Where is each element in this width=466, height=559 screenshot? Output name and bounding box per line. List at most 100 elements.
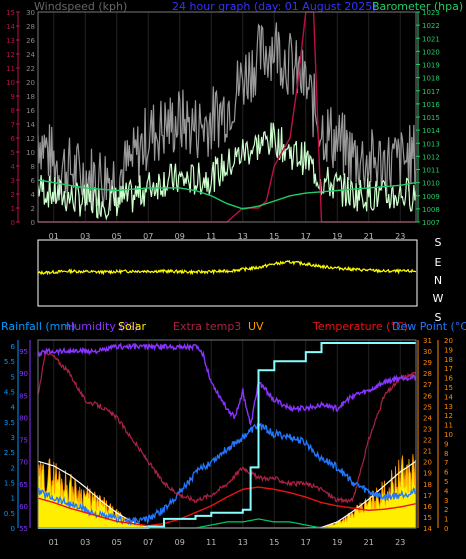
outer-scale-tick: 0 xyxy=(11,219,15,227)
humidity-tick: 65 xyxy=(19,481,28,489)
direction-label: S xyxy=(435,236,442,249)
temperature-tick: 15 xyxy=(423,514,432,522)
rain-tick: 6 xyxy=(11,343,16,351)
wind-x-tick: 19 xyxy=(332,232,342,241)
rain-tick: 3.5 xyxy=(4,419,15,427)
wind-axis-label: Windspeed (kph) xyxy=(34,0,127,13)
wind-speed-tick: 30 xyxy=(26,9,35,17)
outer-scale-tick: 11 xyxy=(6,65,15,73)
climate-plot-frame xyxy=(37,339,417,529)
uv-label: UV xyxy=(248,320,264,333)
barometer-tick: 1011 xyxy=(422,167,440,175)
wind-speed-tick: 28 xyxy=(26,23,35,31)
dewpoint-tick: 1 xyxy=(444,516,448,524)
barometer-tick: 1007 xyxy=(422,219,440,227)
outer-scale-tick: 5 xyxy=(11,149,15,157)
climate-x-tick: 07 xyxy=(143,538,153,547)
rain-tick: 3 xyxy=(11,434,15,442)
wind-x-tick: 11 xyxy=(206,232,216,241)
climate-x-tick: 13 xyxy=(238,538,248,547)
climate-x-tick: 09 xyxy=(175,538,185,547)
climate-x-tick: 03 xyxy=(80,538,90,547)
wind-average-line xyxy=(37,122,417,221)
dewpoint-tick: 11 xyxy=(444,422,453,430)
rain-total-line xyxy=(38,342,416,529)
wind-chart-title: 24 hour graph (day: 01 August 2025) xyxy=(172,0,377,13)
outer-scale-tick: 6 xyxy=(11,135,16,143)
dewpoint-tick: 15 xyxy=(444,384,453,392)
wind-speed-tick: 26 xyxy=(26,37,35,45)
direction-label: E xyxy=(435,256,442,269)
temperature-tick: 21 xyxy=(423,448,432,456)
wind-x-tick: 13 xyxy=(238,232,248,241)
climate-chart: Rainfall (mm) Humidity (%) Solar Extra t… xyxy=(1,320,466,547)
dewpoint-tick: 16 xyxy=(444,375,453,383)
barometer-tick: 1017 xyxy=(422,88,440,96)
climate-x-tick: 01 xyxy=(49,538,59,547)
solar-label: Solar xyxy=(118,320,147,333)
temperature-tick: 22 xyxy=(423,437,432,445)
outer-scale-tick: 14 xyxy=(6,23,15,31)
temperature-tick: 27 xyxy=(423,381,432,389)
outer-scale-tick: 1 xyxy=(11,205,15,213)
outer-scale-tick: 12 xyxy=(6,51,15,59)
dewpoint-line xyxy=(37,422,417,527)
wind-x-tick: 01 xyxy=(49,232,59,241)
temperature-tick: 14 xyxy=(423,525,432,533)
wind-speed-tick: 10 xyxy=(26,149,35,157)
dewpoint-tick: 9 xyxy=(444,440,448,448)
dewpoint-tick: 3 xyxy=(444,497,448,505)
wind-x-tick: 15 xyxy=(269,232,279,241)
climate-x-tick: 05 xyxy=(112,538,122,547)
temperature-tick: 28 xyxy=(423,370,432,378)
wind-x-tick: 17 xyxy=(301,232,311,241)
climate-x-tick: 15 xyxy=(269,538,279,547)
wind-speed-tick: 6 xyxy=(31,177,36,185)
wind-speed-tick: 8 xyxy=(31,163,35,171)
humidity-tick: 75 xyxy=(19,437,28,445)
barometer-tick: 1021 xyxy=(422,35,440,43)
barometer-tick: 1008 xyxy=(422,206,440,214)
climate-x-tick: 23 xyxy=(395,538,405,547)
rainfall-label: Rainfall (mm) xyxy=(1,320,75,333)
humidity-tick: 95 xyxy=(19,348,28,356)
temperature-tick: 25 xyxy=(423,403,432,411)
climate-x-tick: 11 xyxy=(206,538,216,547)
dewpoint-tick: 0 xyxy=(444,525,448,533)
wind-speed-tick: 0 xyxy=(31,219,35,227)
barometer-tick: 1014 xyxy=(422,127,440,135)
temperature-label: Temperature (°C) xyxy=(312,320,408,333)
wind-chart: Windspeed (kph) 24 hour graph (day: 01 A… xyxy=(6,0,463,241)
direction-label: S xyxy=(435,311,442,324)
humidity-tick: 60 xyxy=(19,503,28,511)
humidity-label: Humidity (%) xyxy=(66,320,138,333)
outer-scale-tick: 8 xyxy=(11,107,15,115)
wind-speed-tick: 16 xyxy=(26,107,35,115)
dewpoint-tick: 10 xyxy=(444,431,453,439)
dewpoint-tick: 6 xyxy=(444,469,449,477)
dewpoint-tick: 20 xyxy=(444,337,453,345)
temperature-tick: 16 xyxy=(423,503,432,511)
humidity-line xyxy=(37,342,417,427)
wind-x-tick: 07 xyxy=(143,232,153,241)
temperature-tick: 23 xyxy=(423,425,432,433)
wind-x-tick: 05 xyxy=(112,232,122,241)
temperature-tick: 30 xyxy=(423,348,432,356)
extra-temp-label: Extra temp3 xyxy=(173,320,241,333)
rain-tick: 2 xyxy=(11,464,15,472)
barometer-tick: 1015 xyxy=(422,114,440,122)
wind-speed-tick: 4 xyxy=(31,191,36,199)
temperature-tick: 20 xyxy=(423,459,432,467)
rain-tick: 1.5 xyxy=(4,480,15,488)
dewpoint-label: Dew Point (°C) xyxy=(392,320,466,333)
wind-x-tick: 21 xyxy=(364,232,374,241)
dewpoint-tick: 7 xyxy=(444,459,448,467)
temperature-tick: 19 xyxy=(423,470,432,478)
climate-x-tick: 19 xyxy=(332,538,342,547)
outer-scale-tick: 7 xyxy=(11,121,15,129)
rain-tick: 5 xyxy=(11,373,15,381)
wind-speed-tick: 20 xyxy=(26,79,35,87)
humidity-tick: 90 xyxy=(19,370,28,378)
barometer-tick: 1016 xyxy=(422,101,440,109)
